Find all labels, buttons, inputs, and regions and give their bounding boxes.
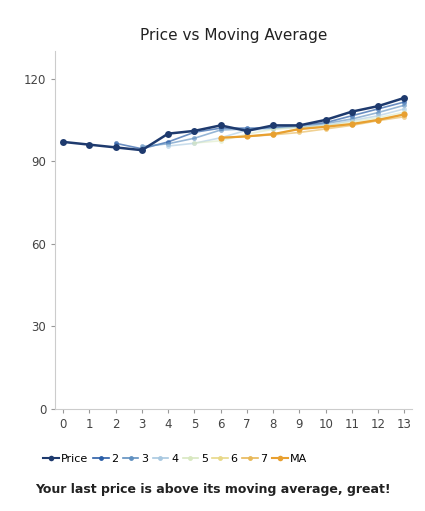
2 [376, 106, 381, 112]
MA [323, 124, 328, 130]
Price [376, 103, 381, 109]
MA [297, 126, 302, 132]
3 [218, 127, 223, 133]
2 [139, 146, 144, 152]
7 [271, 132, 276, 138]
MA [349, 121, 354, 127]
6 [218, 135, 223, 141]
3 [402, 102, 407, 108]
Price [61, 139, 66, 145]
3 [271, 124, 276, 130]
4 [244, 127, 249, 133]
5 [297, 125, 302, 131]
6 [376, 117, 381, 123]
7 [376, 118, 381, 124]
Price [87, 142, 92, 148]
Line: 6: 6 [218, 112, 407, 140]
5 [402, 109, 407, 115]
6 [244, 133, 249, 140]
3 [349, 116, 354, 122]
2 [244, 125, 249, 131]
3 [323, 121, 328, 127]
Price [402, 95, 407, 101]
2 [192, 129, 197, 135]
5 [218, 138, 223, 144]
3 [139, 144, 144, 150]
7 [349, 122, 354, 128]
6 [402, 111, 407, 118]
4 [323, 122, 328, 128]
Text: Your last price is above its moving average, great!: Your last price is above its moving aver… [35, 483, 390, 496]
Title: Price vs Moving Average: Price vs Moving Average [140, 28, 327, 43]
Price [218, 122, 223, 128]
MA [376, 117, 381, 123]
3 [376, 109, 381, 115]
3 [297, 124, 302, 130]
2 [297, 122, 302, 128]
Price [244, 128, 249, 134]
7 [323, 126, 328, 132]
2 [323, 120, 328, 126]
3 [166, 141, 171, 147]
Legend: Price, 2, 3, 4, 5, 6, 7, MA: Price, 2, 3, 4, 5, 6, 7, MA [43, 454, 308, 463]
2 [271, 125, 276, 131]
Line: 4: 4 [166, 106, 407, 149]
Price [192, 128, 197, 134]
MA [244, 133, 249, 140]
Line: Price: Price [60, 95, 408, 154]
Price [349, 108, 354, 114]
5 [349, 119, 354, 125]
7 [402, 113, 407, 120]
4 [218, 135, 223, 141]
Line: MA: MA [218, 111, 408, 141]
2 [113, 140, 118, 146]
5 [323, 122, 328, 128]
Price [166, 131, 171, 137]
MA [218, 135, 223, 141]
2 [349, 113, 354, 119]
Line: 7: 7 [244, 114, 407, 139]
MA [271, 131, 276, 137]
7 [244, 133, 249, 140]
2 [218, 125, 223, 131]
3 [192, 135, 197, 142]
MA [402, 111, 407, 118]
6 [323, 124, 328, 130]
4 [349, 118, 354, 124]
7 [297, 129, 302, 135]
2 [166, 139, 171, 145]
Price [113, 144, 118, 150]
4 [402, 106, 407, 112]
Price [139, 147, 144, 153]
4 [192, 140, 197, 146]
Line: 2: 2 [113, 100, 407, 151]
6 [297, 126, 302, 132]
6 [349, 121, 354, 127]
4 [166, 143, 171, 149]
4 [271, 126, 276, 132]
4 [376, 113, 381, 119]
Line: 5: 5 [192, 110, 407, 146]
5 [376, 114, 381, 121]
5 [244, 131, 249, 137]
Price [271, 122, 276, 128]
5 [192, 140, 197, 146]
6 [271, 131, 276, 137]
Line: 3: 3 [139, 103, 407, 149]
3 [244, 126, 249, 132]
Price [297, 122, 302, 128]
4 [297, 124, 302, 130]
Price [323, 117, 328, 123]
2 [402, 99, 407, 105]
5 [271, 126, 276, 132]
